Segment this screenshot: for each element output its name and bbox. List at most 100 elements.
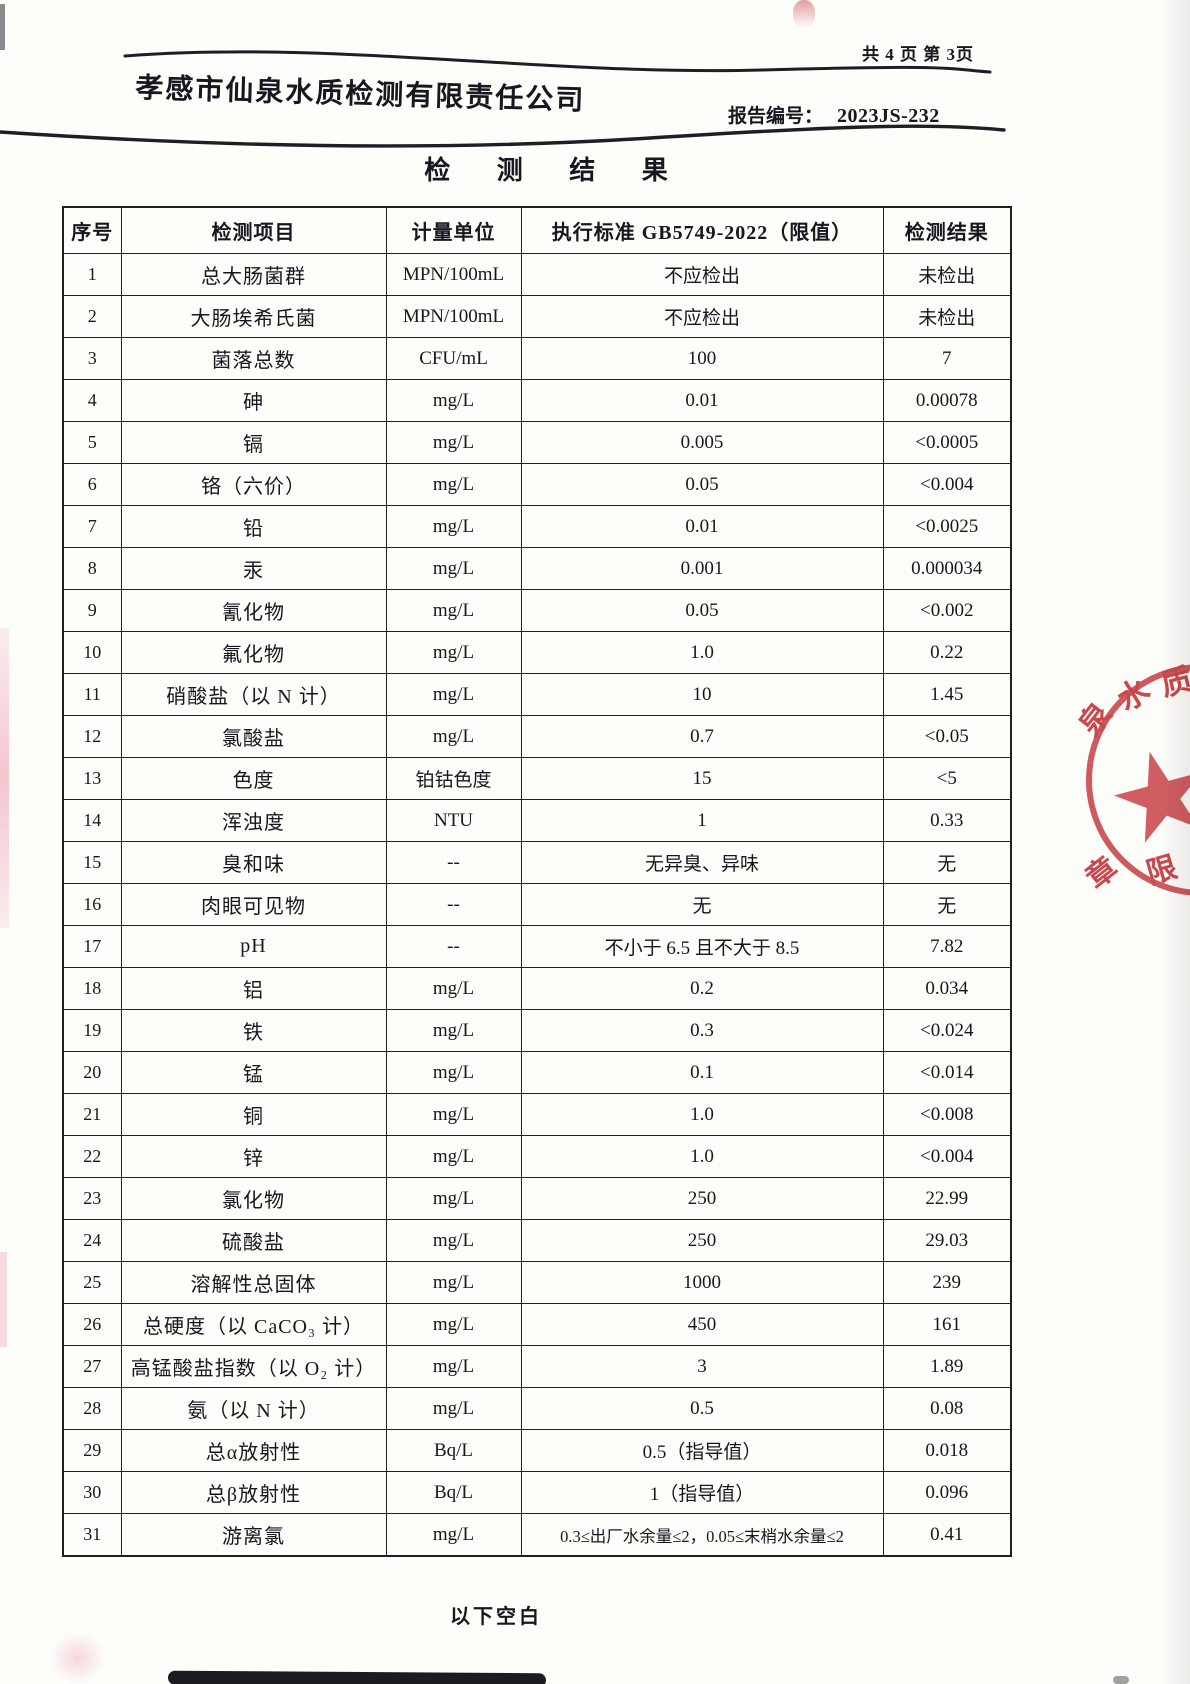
table-header-row: 序号 检测项目 计量单位 执行标准 GB5749-2022（限值） 检测结果 bbox=[62, 206, 1012, 254]
scan-corner-mark bbox=[0, 4, 5, 50]
cell-item: 镉 bbox=[120, 421, 387, 464]
cell-index: 5 bbox=[62, 421, 122, 464]
cell-item: 总硬度（以 CaCO₃ 计） bbox=[120, 1303, 387, 1346]
cell-item: 硫酸盐 bbox=[120, 1219, 387, 1262]
cell-item: 总β放射性 bbox=[120, 1471, 387, 1514]
cell-item: 锰 bbox=[120, 1051, 387, 1094]
footer-blank-note: 以下空白 bbox=[450, 1606, 542, 1628]
table-row: 20 锰 mg/L 0.1 <0.014 bbox=[62, 1051, 1012, 1094]
cell-index: 26 bbox=[62, 1303, 122, 1346]
cell-item: 溶解性总固体 bbox=[120, 1261, 387, 1304]
cell-unit: mg/L bbox=[385, 589, 522, 632]
cell-result: <0.008 bbox=[882, 1093, 1012, 1136]
column-header: 计量单位 bbox=[385, 206, 522, 254]
cell-standard: 0.05 bbox=[520, 589, 884, 632]
cell-unit: mg/L bbox=[385, 673, 522, 716]
table-row: 28 氨（以 N 计） mg/L 0.5 0.08 bbox=[62, 1387, 1012, 1430]
cell-unit: mg/L bbox=[385, 505, 522, 548]
table-row: 11 硝酸盐（以 N 计） mg/L 10 1.45 bbox=[62, 673, 1012, 716]
cell-item: 铬（六价） bbox=[120, 463, 387, 506]
cell-unit: mg/L bbox=[385, 1093, 522, 1136]
cell-result: 0.08 bbox=[882, 1387, 1012, 1430]
cell-standard: 0.001 bbox=[520, 547, 884, 590]
cell-index: 8 bbox=[62, 547, 122, 590]
report-number: 报告编号： 2023JS-232 bbox=[728, 101, 940, 128]
scan-bottom-bar bbox=[167, 1670, 547, 1684]
table-row: 26 总硬度（以 CaCO₃ 计） mg/L 450 161 bbox=[62, 1303, 1012, 1346]
cell-standard: 0.01 bbox=[520, 505, 884, 548]
cell-unit: mg/L bbox=[385, 967, 522, 1010]
cell-unit: -- bbox=[385, 841, 522, 884]
table-row: 31 游离氯 mg/L 0.3≤出厂水余量≤2，0.05≤末梢水余量≤2 0.41 bbox=[62, 1513, 1012, 1557]
seal-arc-text: 泉水质检 bbox=[1072, 661, 1190, 742]
cell-item: 铅 bbox=[120, 505, 387, 548]
cell-standard: 250 bbox=[520, 1219, 884, 1262]
seal-arc-char: 质 bbox=[1157, 661, 1190, 702]
cell-index: 24 bbox=[62, 1219, 122, 1262]
scan-red-streak bbox=[793, 0, 815, 28]
cell-item: 菌落总数 bbox=[120, 337, 387, 380]
seal-star-icon bbox=[1114, 751, 1190, 843]
cell-index: 9 bbox=[62, 589, 122, 632]
cell-standard: 3 bbox=[520, 1345, 884, 1388]
cell-result: <0.002 bbox=[882, 589, 1012, 632]
cell-result: 29.03 bbox=[882, 1219, 1012, 1262]
table-row: 3 菌落总数 CFU/mL 100 7 bbox=[62, 337, 1012, 380]
table-row: 19 铁 mg/L 0.3 <0.024 bbox=[62, 1009, 1012, 1052]
cell-item: 臭和味 bbox=[120, 841, 387, 884]
cell-standard: 0.01 bbox=[520, 379, 884, 422]
table-row: 16 肉眼可见物 -- 无无 bbox=[62, 883, 1012, 926]
cell-standard: 不应检出 bbox=[520, 253, 884, 296]
table-row: 21 铜 mg/L 1.0 <0.008 bbox=[62, 1093, 1012, 1136]
cell-unit: mg/L bbox=[385, 463, 522, 506]
cell-item: 氰化物 bbox=[120, 589, 387, 632]
cell-standard: 0.7 bbox=[520, 715, 884, 758]
table-row: 22 锌 mg/L 1.0 <0.004 bbox=[62, 1135, 1012, 1178]
cell-standard: 1（指导值） bbox=[520, 1471, 884, 1514]
table-row: 6 铬（六价） mg/L 0.05 <0.004 bbox=[62, 463, 1012, 506]
cell-item: 氯化物 bbox=[120, 1177, 387, 1220]
cell-item: 铝 bbox=[120, 967, 387, 1010]
cell-item: 浑浊度 bbox=[120, 799, 387, 842]
cell-result: 239 bbox=[882, 1261, 1012, 1304]
cell-index: 19 bbox=[62, 1009, 122, 1052]
cell-item: 总α放射性 bbox=[120, 1429, 387, 1472]
cell-result: 0.018 bbox=[882, 1429, 1012, 1472]
cell-unit: mg/L bbox=[385, 1261, 522, 1304]
cell-unit: 铂钴色度 bbox=[385, 757, 522, 800]
cell-standard: 0.3 bbox=[520, 1009, 884, 1052]
cell-unit: CFU/mL bbox=[385, 337, 522, 380]
seal-arc-char: 泉 bbox=[1072, 696, 1119, 742]
report-number-value: 2023JS-232 bbox=[837, 105, 940, 127]
cell-item: 氯酸盐 bbox=[120, 715, 387, 758]
scan-pink-blot bbox=[50, 1632, 105, 1684]
cell-item: 色度 bbox=[120, 757, 387, 800]
cell-index: 4 bbox=[62, 379, 122, 422]
cell-standard: 0.005 bbox=[520, 421, 884, 464]
page-counter: 共 4 页 第 3页 bbox=[862, 45, 974, 64]
cell-unit: mg/L bbox=[385, 1219, 522, 1262]
cell-standard: 无 bbox=[520, 883, 884, 926]
cell-unit: mg/L bbox=[385, 1177, 522, 1220]
cell-item: 氨（以 N 计） bbox=[120, 1387, 387, 1430]
table-row: 30 总β放射性 Bq/L 1（指导值） 0.096 bbox=[62, 1471, 1012, 1514]
table-row: 18 铝 mg/L 0.2 0.034 bbox=[62, 967, 1012, 1010]
table-row: 10 氟化物 mg/L 1.0 0.22 bbox=[62, 631, 1012, 674]
cell-result: <5 bbox=[882, 757, 1012, 800]
cell-item: pH bbox=[120, 925, 387, 968]
cell-unit: mg/L bbox=[385, 1009, 522, 1052]
cell-index: 13 bbox=[62, 757, 122, 800]
cell-standard: 250 bbox=[520, 1177, 884, 1220]
cell-index: 16 bbox=[62, 883, 122, 926]
table-row: 5 镉 mg/L 0.005 <0.0005 bbox=[62, 421, 1012, 464]
cell-standard: 无异臭、异味 bbox=[520, 841, 884, 884]
table-row: 4 砷 mg/L 0.01 0.00078 bbox=[62, 379, 1012, 422]
cell-result: 0.096 bbox=[882, 1471, 1012, 1514]
cell-index: 1 bbox=[62, 253, 122, 296]
cell-result: 0.41 bbox=[882, 1513, 1012, 1557]
cell-standard: 1.0 bbox=[520, 1135, 884, 1178]
cell-result: 0.00078 bbox=[882, 379, 1012, 422]
cell-standard: 15 bbox=[520, 757, 884, 800]
cell-unit: mg/L bbox=[385, 631, 522, 674]
